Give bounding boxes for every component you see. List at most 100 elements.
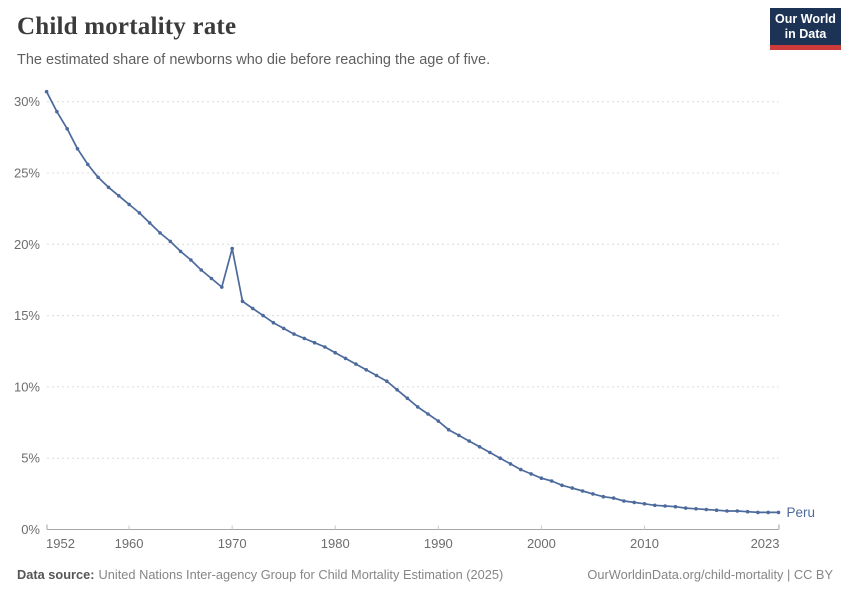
data-point[interactable] <box>725 509 729 513</box>
data-point[interactable] <box>65 127 69 131</box>
data-point[interactable] <box>117 194 121 198</box>
entity-label[interactable]: Peru <box>787 505 816 520</box>
data-point[interactable] <box>189 258 193 262</box>
data-point[interactable] <box>415 405 420 409</box>
data-point[interactable] <box>580 489 585 493</box>
data-point[interactable] <box>622 499 626 503</box>
data-point[interactable] <box>539 476 544 481</box>
data-point[interactable] <box>601 494 606 499</box>
attribution-link[interactable]: OurWorldinData.org/child-mortality | CC … <box>587 567 833 582</box>
data-point[interactable] <box>488 450 492 455</box>
y-tick-label: 15% <box>14 308 40 323</box>
data-point[interactable] <box>426 412 430 416</box>
data-point[interactable] <box>508 462 513 466</box>
data-point[interactable] <box>766 510 770 515</box>
data-point[interactable] <box>209 276 214 281</box>
data-point[interactable] <box>343 356 348 361</box>
page-title: Child mortality rate <box>17 13 237 40</box>
owid-logo-line1: Our World <box>775 11 836 26</box>
data-point[interactable] <box>271 320 276 325</box>
data-point[interactable] <box>323 345 327 349</box>
data-point[interactable] <box>374 373 379 378</box>
data-point[interactable] <box>457 433 461 438</box>
x-tick-label: 2010 <box>630 536 659 551</box>
x-tick-label: 1952 <box>46 536 75 551</box>
data-point[interactable] <box>302 336 307 341</box>
data-point[interactable] <box>611 496 616 500</box>
data-point[interactable] <box>220 285 224 289</box>
data-point[interactable] <box>756 510 760 515</box>
data-point[interactable] <box>364 368 369 372</box>
data-point[interactable] <box>477 445 482 449</box>
x-axis-labels: 1952 1960 1970 1980 1990 2000 2010 2023 <box>46 536 780 551</box>
data-point[interactable] <box>704 507 709 512</box>
data-point[interactable] <box>137 211 142 215</box>
data-point[interactable] <box>86 162 90 167</box>
data-point[interactable] <box>498 456 503 461</box>
owid-logo-line2: in Data <box>784 26 827 41</box>
data-point[interactable] <box>127 202 131 207</box>
data-point[interactable] <box>281 326 286 331</box>
data-point[interactable] <box>55 109 59 114</box>
chart-footer: Data source: United Nations Inter-agency … <box>17 567 833 582</box>
data-point[interactable] <box>436 419 441 423</box>
data-point[interactable] <box>395 388 399 392</box>
data-point[interactable] <box>333 350 338 355</box>
data-point[interactable] <box>467 439 472 443</box>
data-point[interactable] <box>570 486 575 490</box>
data-point[interactable] <box>446 427 451 432</box>
owid-logo: Our World in Data <box>770 8 841 50</box>
data-point[interactable] <box>714 508 719 512</box>
data-point[interactable] <box>251 306 255 311</box>
y-tick-label: 10% <box>14 379 40 394</box>
data-point[interactable] <box>168 239 173 244</box>
y-tick-label: 5% <box>21 451 40 466</box>
x-axis <box>46 524 780 530</box>
data-point[interactable] <box>776 510 781 515</box>
data-point[interactable] <box>745 509 750 514</box>
data-point[interactable] <box>642 502 647 506</box>
x-tick-label: 1990 <box>424 536 453 551</box>
y-tick-label: 20% <box>14 237 40 252</box>
data-point[interactable] <box>673 504 678 509</box>
data-point[interactable] <box>385 379 389 384</box>
x-tick-label: 1960 <box>115 536 144 551</box>
data-point[interactable] <box>529 472 533 476</box>
data-point[interactable] <box>405 396 410 401</box>
data-point[interactable] <box>240 299 245 304</box>
data-point[interactable] <box>230 246 234 251</box>
x-tick-label: 1980 <box>321 536 350 551</box>
data-point[interactable] <box>683 506 688 510</box>
data-point[interactable] <box>560 483 564 488</box>
data-point[interactable] <box>312 340 317 345</box>
data-point[interactable] <box>735 509 740 513</box>
data-point[interactable] <box>178 249 183 254</box>
chart-header: Child mortality rate The estimated share… <box>17 13 750 69</box>
data-point[interactable] <box>549 479 554 483</box>
x-tick-label: 1970 <box>218 536 247 551</box>
data-point[interactable] <box>75 147 80 151</box>
data-point[interactable] <box>663 504 667 508</box>
data-point[interactable] <box>653 503 657 508</box>
data-point[interactable] <box>106 185 111 190</box>
data-line[interactable] <box>45 91 779 514</box>
data-point[interactable] <box>261 313 265 318</box>
data-source: Data source: United Nations Inter-agency … <box>17 567 503 582</box>
data-point[interactable] <box>292 332 296 336</box>
data-point[interactable] <box>591 492 595 496</box>
data-point[interactable] <box>632 500 636 505</box>
y-gridlines <box>47 101 779 459</box>
y-tick-label: 25% <box>14 166 40 181</box>
data-point[interactable] <box>158 231 162 235</box>
data-point[interactable] <box>147 221 152 225</box>
data-point[interactable] <box>354 362 358 366</box>
data-point[interactable] <box>96 175 100 180</box>
x-tick-label: 2023 <box>751 536 780 551</box>
data-point[interactable] <box>519 467 523 472</box>
data-point[interactable] <box>44 89 49 94</box>
data-point[interactable] <box>199 268 203 272</box>
data-point[interactable] <box>694 507 698 511</box>
y-tick-label: 30% <box>14 94 40 109</box>
chart-subtitle: The estimated share of newborns who die … <box>17 51 491 68</box>
